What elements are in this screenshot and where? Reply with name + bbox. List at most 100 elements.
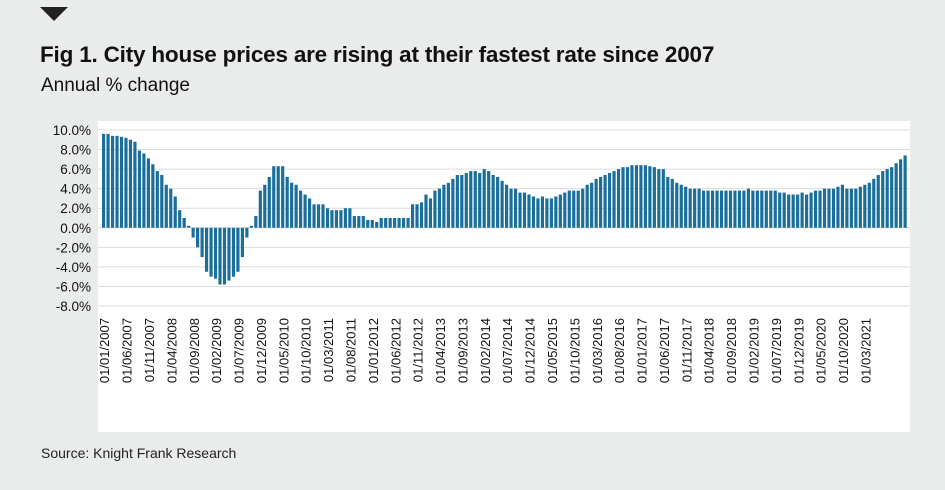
- bar: [102, 133, 106, 228]
- bar: [267, 176, 271, 228]
- x-tick-label: 01/04/2013: [433, 318, 448, 383]
- y-tick-label: -8.0%: [56, 299, 91, 314]
- x-tick-label: 01/07/2019: [769, 318, 784, 383]
- x-tick-label: 01/08/2016: [612, 318, 627, 383]
- bar: [500, 180, 504, 228]
- y-tick-label: 2.0%: [60, 201, 91, 216]
- bar: [818, 190, 822, 228]
- x-tick-label: 01/10/2015: [567, 318, 582, 383]
- y-tick-label: -6.0%: [56, 279, 91, 294]
- bar: [361, 216, 365, 228]
- bar: [728, 190, 733, 228]
- chart-subtitle: Annual % change: [41, 75, 190, 96]
- bar: [590, 182, 594, 228]
- bar: [348, 208, 352, 228]
- x-tick-label: 01/01/2007: [97, 318, 112, 383]
- bar: [460, 174, 464, 228]
- bar: [572, 190, 576, 228]
- bar: [290, 182, 294, 228]
- bar: [742, 190, 746, 228]
- header-marker-icon: [40, 7, 68, 21]
- bar: [110, 135, 115, 228]
- bar: [115, 135, 119, 228]
- chart-title: Fig 1. City house prices are rising at t…: [40, 42, 715, 67]
- x-tick-label: 01/05/2010: [276, 318, 291, 383]
- bar: [137, 150, 141, 228]
- source-note: Source: Knight Frank Research: [41, 445, 237, 461]
- bar: [563, 192, 567, 228]
- x-tick-label: 01/07/2014: [500, 318, 515, 383]
- bar: [218, 227, 222, 285]
- bar: [675, 182, 679, 228]
- bar: [169, 188, 173, 228]
- bar: [549, 198, 553, 228]
- y-tick-label: 8.0%: [60, 143, 91, 158]
- x-tick-label: 01/05/2015: [545, 318, 560, 383]
- bar: [419, 202, 424, 228]
- x-tick-label: 01/10/2010: [299, 318, 314, 383]
- bar: [679, 184, 683, 228]
- bar: [800, 192, 804, 228]
- bar: [522, 192, 527, 228]
- bar: [191, 227, 195, 238]
- x-tick-label: 01/01/2017: [635, 318, 650, 383]
- bar: [867, 182, 871, 228]
- bar: [487, 171, 491, 228]
- bar: [370, 219, 374, 228]
- bar: [187, 225, 191, 228]
- bar: [428, 198, 433, 228]
- bar: [581, 188, 585, 228]
- bar: [415, 204, 419, 228]
- bar: [697, 188, 701, 228]
- bar: [724, 190, 728, 228]
- bar: [375, 221, 379, 228]
- bar: [702, 190, 706, 228]
- bar: [536, 198, 540, 228]
- bar: [160, 174, 164, 228]
- bar: [384, 218, 388, 228]
- bar: [433, 190, 437, 228]
- bar: [845, 188, 849, 228]
- bar: [379, 218, 383, 228]
- y-tick-label: 6.0%: [60, 162, 91, 177]
- bar: [343, 208, 347, 228]
- bar: [760, 190, 764, 228]
- bar: [455, 174, 459, 228]
- bar: [648, 166, 652, 228]
- bar: [182, 218, 186, 228]
- x-tick-label: 01/02/2009: [209, 318, 224, 383]
- x-tick-label: 01/04/2018: [702, 318, 717, 383]
- bar: [755, 190, 759, 228]
- x-tick-label: 01/06/2012: [388, 318, 403, 383]
- bar: [491, 174, 495, 228]
- bar: [213, 227, 218, 279]
- x-tick-label: 01/12/2009: [254, 318, 269, 383]
- x-tick-label: 01/09/2008: [187, 318, 202, 383]
- bar: [254, 216, 258, 228]
- x-tick-label: 01/11/2012: [411, 318, 426, 382]
- bar: [746, 188, 750, 228]
- bar: [240, 227, 244, 258]
- bar: [554, 196, 558, 228]
- bar: [827, 188, 831, 228]
- bar: [393, 218, 397, 228]
- bar: [124, 137, 128, 228]
- bar: [249, 225, 253, 228]
- bar: [706, 190, 710, 228]
- bar: [513, 188, 518, 228]
- bar-chart: 10.0% 8.0% 6.0% 4.0% 2.0% 0.0% -2.0% -4.0% -6.0%…: [53, 121, 910, 432]
- bar: [822, 188, 827, 228]
- x-tick-label: 01/03/2016: [590, 318, 605, 383]
- bar: [281, 166, 285, 228]
- bar: [769, 190, 773, 228]
- bar: [196, 227, 200, 248]
- bar: [876, 174, 880, 228]
- bar: [173, 196, 177, 228]
- bar: [106, 133, 110, 228]
- bar: [881, 171, 885, 228]
- bar: [751, 190, 755, 228]
- bar: [715, 190, 719, 228]
- bar: [231, 227, 236, 277]
- y-tick-label: 0.0%: [60, 221, 91, 236]
- x-tick-label: 01/06/2017: [657, 318, 672, 383]
